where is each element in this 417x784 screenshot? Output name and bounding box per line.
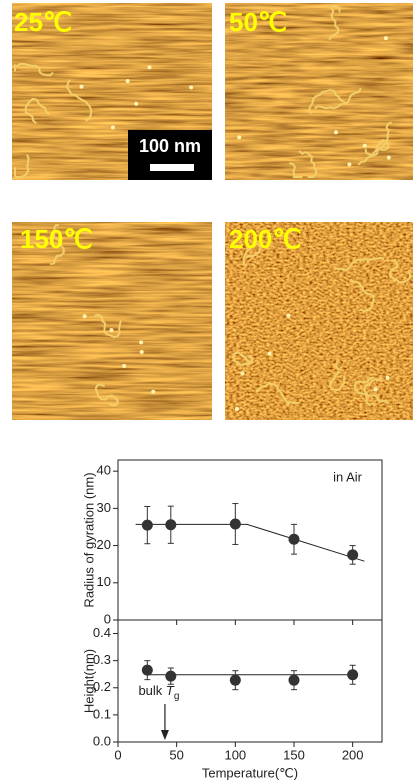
chain — [298, 150, 318, 178]
x-axis-label: Temperature(℃) — [202, 765, 298, 780]
x-tick-label: 50 — [169, 747, 183, 762]
chain — [389, 259, 411, 284]
dot — [373, 387, 378, 392]
y-tick-label: 0.1 — [93, 706, 111, 721]
annotation-arrowhead — [160, 730, 169, 740]
x-tick-label: 0 — [114, 747, 121, 762]
dot — [189, 85, 194, 90]
chain — [94, 313, 123, 339]
dot — [386, 155, 391, 160]
afm-panels: 25℃ 50℃ 150℃ 200℃ 100 nm — [12, 3, 413, 420]
chain — [333, 256, 385, 271]
dot — [79, 84, 84, 89]
dot — [237, 135, 242, 140]
dot — [267, 351, 272, 356]
chain — [353, 376, 375, 406]
dot — [134, 101, 139, 106]
dot — [362, 143, 367, 148]
data-point — [141, 664, 153, 676]
dot — [240, 371, 245, 376]
dot — [139, 349, 144, 354]
dot — [147, 65, 152, 70]
y-tick-label: 0.3 — [93, 652, 111, 667]
chain — [66, 79, 93, 122]
polymer-chains — [14, 5, 411, 411]
y-tick-label: 30 — [97, 500, 111, 515]
chain — [328, 362, 346, 392]
data-point — [165, 670, 177, 682]
dot — [82, 314, 87, 319]
chain — [357, 139, 390, 166]
afm-image — [12, 222, 212, 420]
panel-label: 50℃ — [229, 7, 287, 37]
dot — [139, 340, 144, 345]
plot-frame — [117, 619, 383, 743]
panel-label: 150℃ — [20, 224, 93, 254]
chain — [363, 376, 390, 405]
y-tick-label: 0.0 — [93, 733, 111, 748]
data-point — [165, 519, 177, 531]
y-axis-label: Height(nm) — [81, 649, 96, 713]
data-point — [229, 674, 241, 686]
data-point — [229, 518, 241, 530]
chain — [255, 382, 300, 405]
y-axis-label: Radius of gyration (nm) — [81, 472, 96, 607]
y-tick-label: 0.2 — [93, 679, 111, 694]
y-tick-label: 10 — [97, 574, 111, 589]
data-point — [288, 674, 300, 686]
chain — [49, 224, 65, 266]
dot — [109, 328, 114, 333]
scale-bar-label: 100 nm — [139, 136, 201, 156]
dot — [383, 36, 388, 41]
dot — [151, 389, 156, 394]
chain — [307, 89, 346, 115]
chain — [24, 97, 50, 125]
dot — [385, 375, 390, 380]
chain — [242, 242, 262, 268]
dot — [122, 364, 127, 369]
panel-label: 25℃ — [14, 7, 72, 37]
y-tick-label: 0.4 — [93, 625, 111, 640]
chain — [349, 278, 375, 312]
dot — [333, 130, 338, 135]
dot — [347, 162, 352, 167]
chain — [94, 383, 119, 407]
annotation: in Air — [333, 469, 363, 484]
x-tick-label: 150 — [283, 747, 305, 762]
data-point — [288, 533, 300, 545]
chain — [289, 162, 303, 178]
chain — [231, 351, 254, 366]
panel-label: 200℃ — [229, 224, 302, 254]
dot — [125, 79, 130, 84]
x-tick-label: 200 — [342, 747, 364, 762]
scale-bar — [150, 164, 194, 171]
y-tick-label: 40 — [97, 463, 111, 478]
data-point — [347, 549, 359, 561]
y-tick-label: 0 — [104, 611, 111, 626]
scale-bar-box — [128, 130, 212, 180]
annotation: bulk Tg — [138, 683, 179, 701]
x-tick-label: 100 — [224, 747, 246, 762]
chain — [328, 5, 341, 41]
data-point — [347, 669, 359, 681]
chain — [14, 154, 30, 178]
chain — [14, 62, 54, 77]
dot — [234, 406, 239, 411]
y-tick-label: 20 — [97, 537, 111, 552]
data-point — [141, 519, 153, 531]
dot — [286, 313, 291, 318]
dot — [110, 125, 115, 130]
chain — [314, 87, 362, 110]
